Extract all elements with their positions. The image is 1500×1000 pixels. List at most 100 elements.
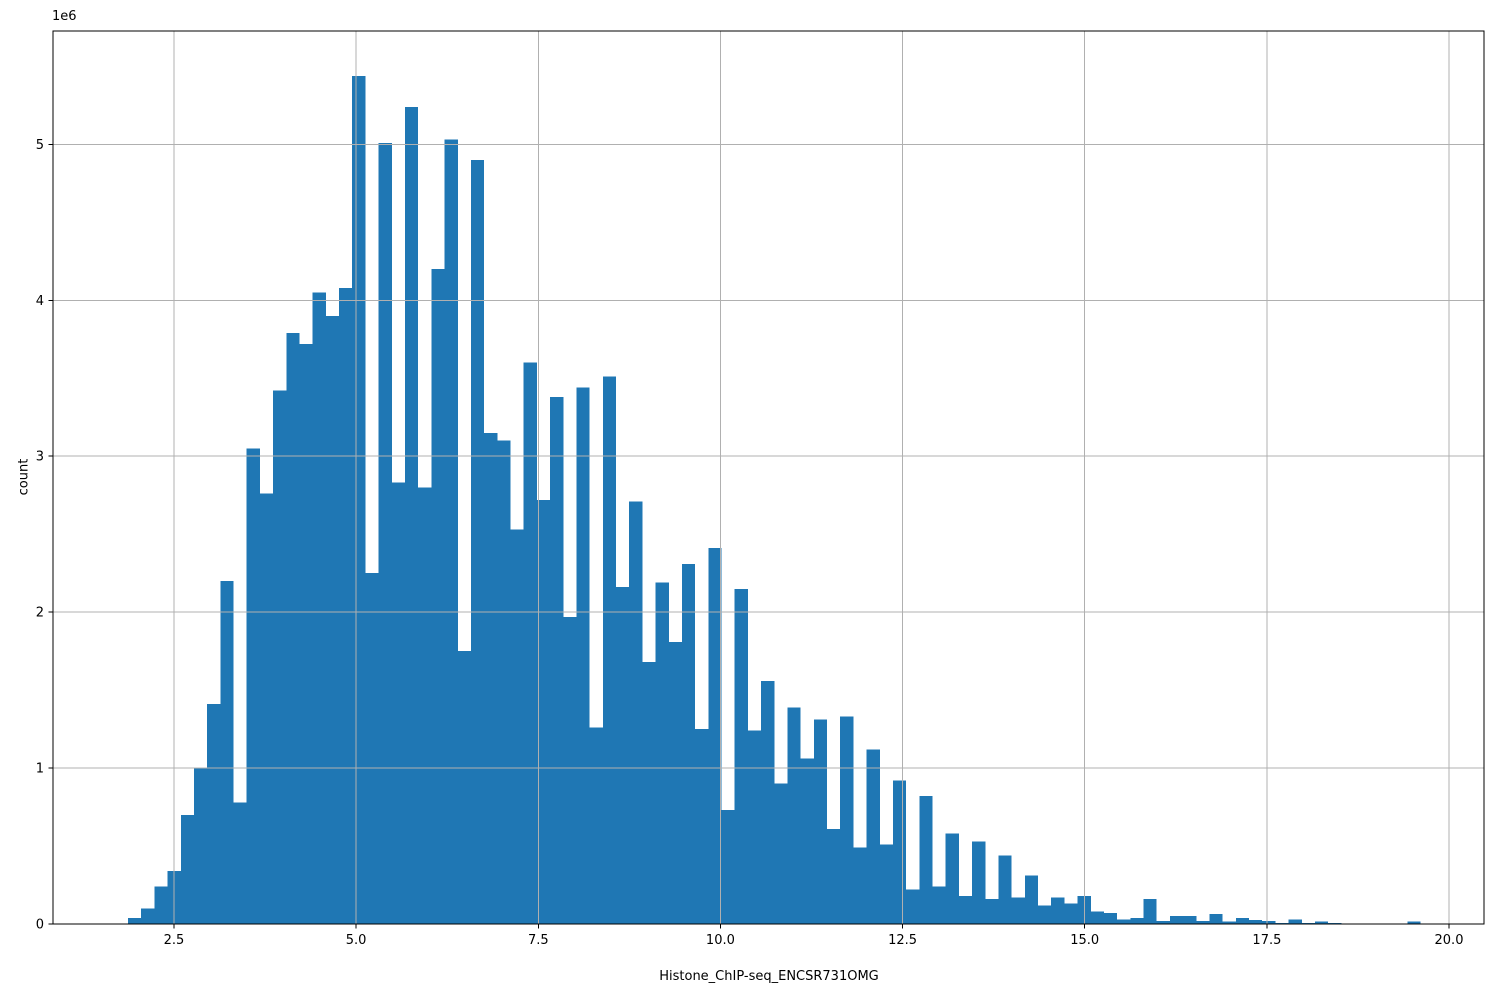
histogram-bar: [470, 159, 485, 924]
y-tick-label: 4: [36, 294, 44, 309]
x-tick-label: 20.0: [1435, 933, 1464, 948]
histogram-bar: [1090, 911, 1104, 924]
histogram-bar: [259, 493, 274, 924]
histogram-bar: [1103, 913, 1118, 924]
histogram-bar: [365, 573, 379, 924]
histogram-bar: [668, 641, 682, 924]
histogram-bar: [207, 704, 221, 924]
histogram-bar: [813, 719, 828, 924]
histogram-bar: [985, 899, 999, 924]
histogram-bar: [352, 75, 366, 924]
histogram-bar: [1064, 903, 1078, 924]
histogram-bar: [418, 487, 432, 924]
histogram-bar: [800, 758, 814, 924]
x-tick-label: 7.5: [528, 933, 549, 948]
histogram-bar: [642, 662, 656, 924]
histogram-bar: [1130, 917, 1144, 924]
histogram-bar: [325, 315, 340, 924]
histogram-bar: [378, 142, 392, 925]
histogram-bar: [1222, 921, 1236, 924]
histogram-bar: [391, 482, 405, 924]
histogram-bar: [457, 651, 471, 924]
histogram-bar: [616, 587, 630, 924]
histogram-bar: [563, 616, 577, 924]
y-axis-offset-label: 1e6: [52, 9, 77, 24]
histogram-bars: [128, 75, 1421, 925]
histogram-bar: [827, 828, 841, 924]
histogram-bar: [1169, 916, 1184, 924]
x-tick-label: 5.0: [346, 933, 367, 948]
histogram-bar: [1038, 905, 1052, 924]
histogram-bar: [1262, 920, 1276, 924]
histogram-bar: [932, 886, 946, 924]
histogram-bar: [128, 917, 142, 924]
histogram-bar: [444, 139, 458, 924]
histogram-bar: [1209, 913, 1223, 924]
histogram-bar: [233, 802, 247, 924]
histogram-bar: [602, 376, 616, 924]
histogram-bar: [141, 908, 155, 924]
histogram-bar: [576, 387, 590, 924]
x-tick-label: 12.5: [888, 933, 917, 948]
histogram-bar: [273, 390, 287, 925]
x-tick-label: 15.0: [1070, 933, 1099, 948]
histogram-bar: [220, 580, 234, 924]
y-tick-label: 2: [36, 606, 44, 621]
x-tick-label: 2.5: [164, 933, 185, 948]
axes-spines: [52, 30, 1485, 925]
histogram-bar: [958, 895, 973, 924]
histogram-bar: [1288, 919, 1302, 924]
histogram-bar: [972, 841, 986, 924]
histogram-bar: [246, 448, 260, 924]
histogram-bar: [1407, 921, 1421, 924]
y-tick-label: 1: [36, 762, 44, 777]
histogram-bar: [550, 396, 564, 925]
histogram-bar: [655, 582, 669, 924]
histogram-bar: [193, 768, 208, 924]
histogram-bar: [892, 780, 907, 924]
histogram-bar: [1156, 920, 1170, 924]
x-tick-label: 10.0: [706, 933, 735, 948]
histogram-bar: [629, 501, 643, 924]
histogram-bar: [721, 810, 735, 924]
y-tick-label: 3: [36, 450, 44, 465]
histogram-bar: [431, 269, 445, 925]
histogram-bar: [286, 333, 300, 924]
histogram-bar: [681, 563, 696, 924]
histogram-bar: [312, 292, 326, 924]
x-tick-label: 17.5: [1252, 933, 1281, 948]
histogram-bar: [1196, 920, 1210, 924]
y-axis-label: count: [16, 458, 32, 496]
histogram-bar: [945, 833, 959, 924]
histogram-bar: [1024, 875, 1039, 924]
histogram-bar: [523, 362, 537, 924]
histogram-bar: [484, 432, 498, 924]
histogram-bar: [853, 847, 867, 924]
x-axis-label: Histone_ChIP-seq_ENCSR731OMG: [659, 969, 879, 984]
histogram-bar: [879, 844, 893, 924]
histogram-bar: [154, 886, 168, 924]
y-tick-label: 0: [36, 918, 44, 933]
histogram-bar: [906, 889, 920, 924]
y-tick-label: 5: [36, 138, 44, 153]
histogram-bar: [1143, 899, 1157, 924]
histogram-bar: [761, 680, 775, 924]
histogram-bar: [1183, 916, 1197, 924]
histogram-bar: [1011, 897, 1025, 924]
histogram-bar: [589, 727, 603, 924]
tick-marks: [48, 143, 1450, 929]
histogram-bar: [1235, 917, 1250, 924]
tick-labels: 2.5 5.0 7.5 10.0 12.5 15.0 17.5 20.0 0 1 2 3 4 5: [36, 138, 1464, 948]
histogram-bar: [734, 588, 748, 924]
histogram-bar: [1314, 921, 1329, 924]
histogram-bar: [998, 855, 1012, 924]
histogram-bar: [1117, 919, 1131, 924]
histogram-bar: [840, 716, 854, 924]
histogram-bar: [497, 440, 511, 924]
histogram-bar: [404, 106, 419, 924]
histogram-bar: [787, 707, 801, 924]
histogram-bar: [747, 730, 762, 924]
histogram-bar: [708, 548, 722, 924]
histogram-bar: [919, 796, 933, 924]
